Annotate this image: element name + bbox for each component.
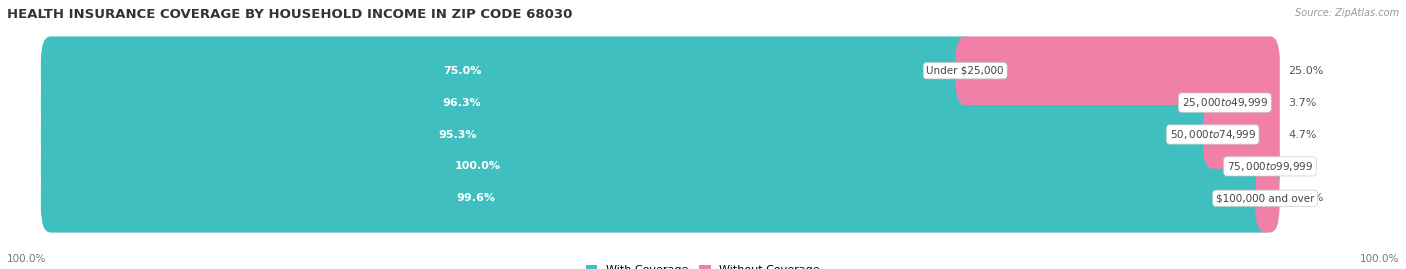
Text: 99.6%: 99.6% [456, 193, 495, 203]
FancyBboxPatch shape [1256, 164, 1279, 232]
FancyBboxPatch shape [41, 68, 1234, 137]
FancyBboxPatch shape [41, 37, 1279, 105]
FancyBboxPatch shape [41, 132, 1279, 201]
FancyBboxPatch shape [41, 37, 974, 105]
FancyBboxPatch shape [41, 68, 1279, 137]
FancyBboxPatch shape [41, 132, 1279, 201]
Text: 100.0%: 100.0% [7, 254, 46, 264]
FancyBboxPatch shape [41, 164, 1275, 232]
Text: $25,000 to $49,999: $25,000 to $49,999 [1181, 96, 1268, 109]
Text: 100.0%: 100.0% [454, 161, 501, 171]
FancyBboxPatch shape [1215, 68, 1279, 137]
Text: $100,000 and over: $100,000 and over [1216, 193, 1315, 203]
Text: $50,000 to $74,999: $50,000 to $74,999 [1170, 128, 1256, 141]
Text: 75.0%: 75.0% [443, 66, 481, 76]
FancyBboxPatch shape [956, 37, 1279, 105]
FancyBboxPatch shape [41, 100, 1279, 169]
FancyBboxPatch shape [41, 164, 1279, 232]
Text: 100.0%: 100.0% [1360, 254, 1399, 264]
Text: Under $25,000: Under $25,000 [927, 66, 1004, 76]
Text: 95.3%: 95.3% [439, 129, 477, 140]
Text: 0.0%: 0.0% [1288, 161, 1316, 171]
Text: 25.0%: 25.0% [1288, 66, 1323, 76]
Text: $75,000 to $99,999: $75,000 to $99,999 [1227, 160, 1313, 173]
Legend: With Coverage, Without Coverage: With Coverage, Without Coverage [586, 265, 820, 269]
Text: 3.7%: 3.7% [1288, 98, 1316, 108]
Text: 4.7%: 4.7% [1288, 129, 1317, 140]
Text: HEALTH INSURANCE COVERAGE BY HOUSEHOLD INCOME IN ZIP CODE 68030: HEALTH INSURANCE COVERAGE BY HOUSEHOLD I… [7, 8, 572, 21]
Text: 0.37%: 0.37% [1288, 193, 1323, 203]
FancyBboxPatch shape [41, 100, 1222, 169]
Text: Source: ZipAtlas.com: Source: ZipAtlas.com [1295, 8, 1399, 18]
Text: 96.3%: 96.3% [443, 98, 481, 108]
FancyBboxPatch shape [1204, 100, 1279, 169]
